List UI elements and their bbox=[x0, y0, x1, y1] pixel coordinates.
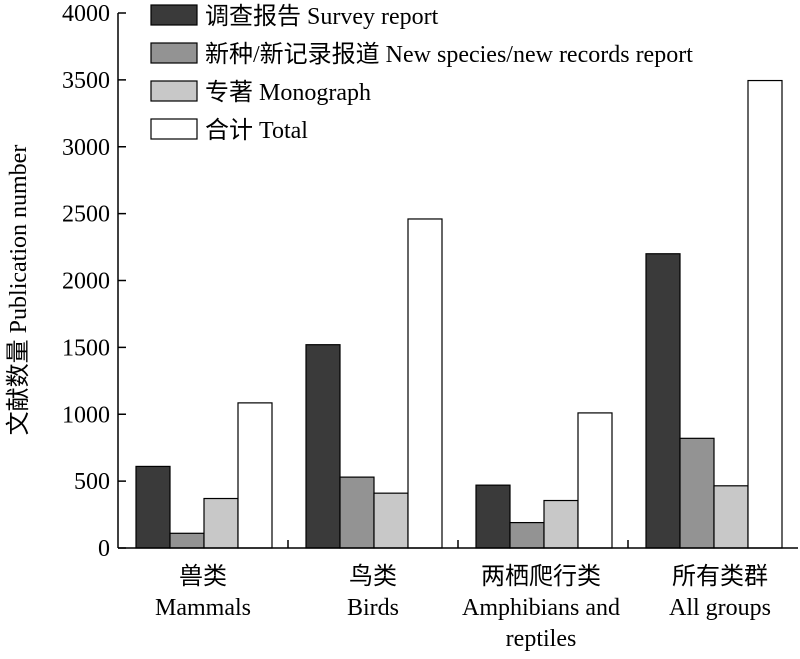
y-axis-ticks: 0 500 1000 1500 2000 2500 3000 3500 4000 bbox=[62, 1, 126, 562]
bar-series-2-cat-1 bbox=[373, 492, 409, 549]
bar-series-1-cat-1 bbox=[339, 476, 375, 549]
bar-series-3-cat-3 bbox=[747, 79, 783, 549]
y-tick-label: 2500 bbox=[62, 202, 110, 228]
y-tick-label: 3000 bbox=[62, 135, 110, 161]
legend-label: 专著 Monograph bbox=[205, 79, 371, 106]
y-tick-label: 4000 bbox=[62, 1, 110, 27]
y-axis-label: 文献数量 Publication number bbox=[5, 145, 32, 436]
category-label: 兽类 bbox=[179, 563, 227, 590]
y-tick-label: 1500 bbox=[62, 335, 110, 361]
legend-label: 合计 Total bbox=[205, 117, 308, 144]
bar-series-1-cat-3 bbox=[679, 437, 715, 549]
bar-series-0-cat-0 bbox=[135, 465, 171, 549]
legend-swatch bbox=[150, 42, 198, 64]
category-label: Amphibians and bbox=[462, 595, 620, 621]
legend-swatch bbox=[150, 118, 198, 140]
y-axis-title: 文献数量 Publication number bbox=[5, 145, 32, 436]
bar-series-1-cat-0 bbox=[169, 532, 205, 549]
legend-swatch bbox=[150, 4, 198, 26]
category-label: 鸟类 bbox=[349, 563, 397, 590]
y-tick-label: 500 bbox=[74, 469, 110, 495]
bar-series-2-cat-2 bbox=[543, 499, 579, 549]
y-tick-label: 1000 bbox=[62, 402, 110, 428]
category-label: reptiles bbox=[506, 626, 577, 652]
bar-series-1-cat-2 bbox=[509, 521, 545, 549]
bar-series-2-cat-3 bbox=[713, 485, 749, 549]
legend-swatch bbox=[150, 80, 198, 102]
bar-series-3-cat-2 bbox=[577, 412, 613, 549]
bar-series-2-cat-0 bbox=[203, 497, 239, 549]
legend: 调查报告 Survey report 新种/新记录报道 New species/n… bbox=[150, 3, 693, 144]
y-tick-label: 0 bbox=[98, 536, 110, 562]
bars bbox=[135, 79, 783, 549]
bar-series-0-cat-2 bbox=[475, 484, 511, 549]
bar-series-0-cat-3 bbox=[645, 253, 681, 549]
x-axis-categories: 兽类 Mammals 鸟类 Birds 两栖爬行类 Amphibians and repti… bbox=[155, 563, 771, 652]
y-tick-label: 3500 bbox=[62, 68, 110, 94]
legend-label: 调查报告 Survey report bbox=[205, 3, 439, 30]
legend-label: 新种/新记录报道 New species/new records report bbox=[205, 41, 693, 68]
bar-series-3-cat-0 bbox=[237, 402, 273, 549]
category-label: 两栖爬行类 bbox=[481, 563, 601, 590]
bar-series-3-cat-1 bbox=[407, 218, 443, 549]
category-label: All groups bbox=[669, 595, 771, 621]
category-label: Birds bbox=[347, 595, 399, 621]
y-tick-label: 2000 bbox=[62, 269, 110, 295]
category-label: Mammals bbox=[155, 595, 251, 621]
axes bbox=[117, 13, 798, 549]
category-label: 所有类群 bbox=[672, 563, 768, 590]
bar-series-0-cat-1 bbox=[305, 344, 341, 549]
